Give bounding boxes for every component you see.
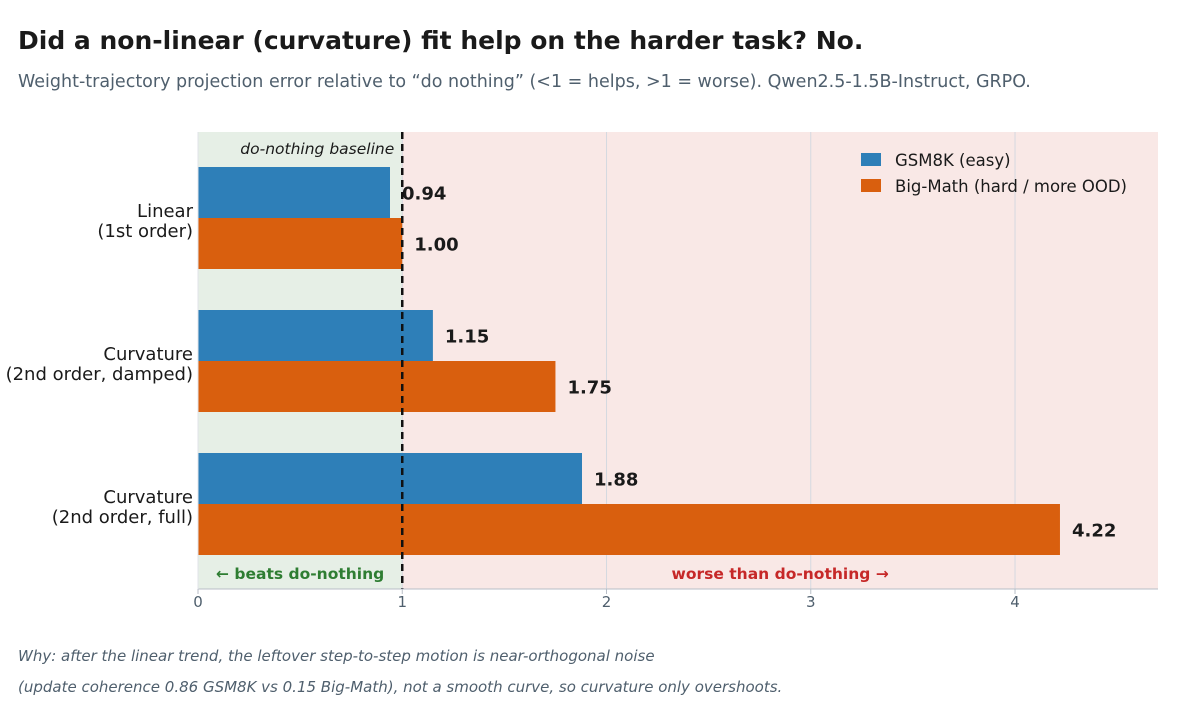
category-label-2-line-1: Curvature bbox=[103, 487, 193, 508]
value-label-1-1: 1.75 bbox=[567, 378, 611, 399]
x-tick-label-2: 2 bbox=[602, 593, 612, 611]
category-label-0-line-1: Linear bbox=[137, 201, 194, 222]
legend-label-0: GSM8K (easy) bbox=[895, 151, 1011, 170]
value-label-1-2: 4.22 bbox=[1072, 521, 1116, 542]
worse-region-label: worse than do-nothing → bbox=[672, 565, 889, 583]
category-label-0-line-2: (1st order) bbox=[97, 221, 193, 242]
bar-gsm8k-0 bbox=[198, 167, 390, 218]
value-label-0-2: 1.88 bbox=[594, 470, 638, 491]
category-label-1-line-2: (2nd order, damped) bbox=[6, 364, 193, 385]
legend-swatch-1 bbox=[861, 179, 881, 192]
bar-bigmath-0 bbox=[198, 218, 403, 269]
bar-gsm8k-2 bbox=[198, 453, 582, 504]
beats-region-label: ← beats do-nothing bbox=[216, 565, 384, 583]
x-tick-label-1: 1 bbox=[397, 593, 407, 611]
legend-label-1: Big-Math (hard / more OOD) bbox=[895, 177, 1127, 196]
footnote-line-2: (update coherence 0.86 GSM8K vs 0.15 Big… bbox=[18, 678, 783, 696]
legend-swatch-0 bbox=[861, 153, 881, 166]
bar-bigmath-1 bbox=[198, 361, 556, 412]
x-tick-label-4: 4 bbox=[1010, 593, 1020, 611]
chart-subtitle: Weight-trajectory projection error relat… bbox=[18, 72, 1031, 92]
x-tick-label-3: 3 bbox=[806, 593, 816, 611]
footnote-line-1: Why: after the linear trend, the leftove… bbox=[18, 647, 655, 665]
bar-gsm8k-1 bbox=[198, 310, 433, 361]
chart-title: Did a non-linear (curvature) fit help on… bbox=[18, 26, 864, 55]
baseline-label: do-nothing baseline bbox=[240, 140, 394, 158]
x-tick-label-0: 0 bbox=[193, 593, 203, 611]
bar-bigmath-2 bbox=[198, 504, 1060, 555]
category-label-2-line-2: (2nd order, full) bbox=[52, 507, 193, 528]
category-label-1-line-1: Curvature bbox=[103, 344, 193, 365]
value-label-0-1: 1.15 bbox=[445, 327, 489, 348]
value-label-0-0: 0.94 bbox=[402, 184, 446, 205]
value-label-1-0: 1.00 bbox=[414, 235, 458, 256]
